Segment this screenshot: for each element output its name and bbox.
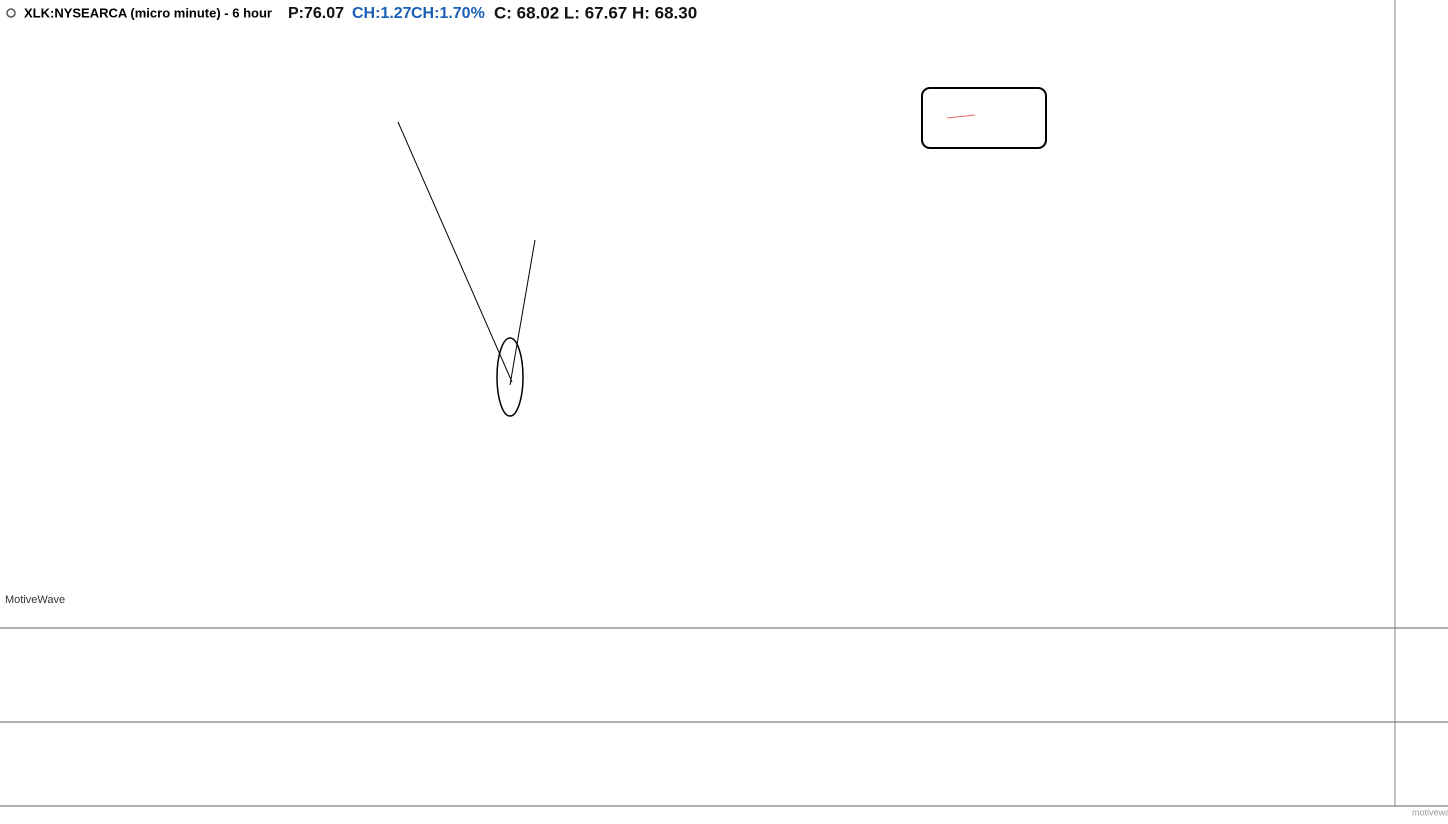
highlight-ellipse — [496, 337, 524, 417]
header-price: P:76.07 — [288, 5, 344, 22]
footer: motivewave.com — [1412, 807, 1448, 817]
header-change: CH:1.27 — [352, 5, 412, 22]
wave-line — [509, 239, 536, 386]
wave-line — [946, 114, 976, 119]
header-change-pct: CH:1.70% — [411, 5, 485, 22]
link-icon — [6, 8, 16, 18]
header: XLK:NYSEARCA (micro minute) - 6 hour P:7… — [6, 3, 697, 22]
watermark: MotiveWave — [5, 594, 65, 606]
chart-title: XLK:NYSEARCA (micro minute) - 6 hour — [24, 5, 272, 20]
target-box — [921, 87, 1047, 149]
wave-line — [397, 121, 513, 383]
header-ohlc: C: 68.02 L: 67.67 H: 68.30 — [494, 3, 697, 22]
